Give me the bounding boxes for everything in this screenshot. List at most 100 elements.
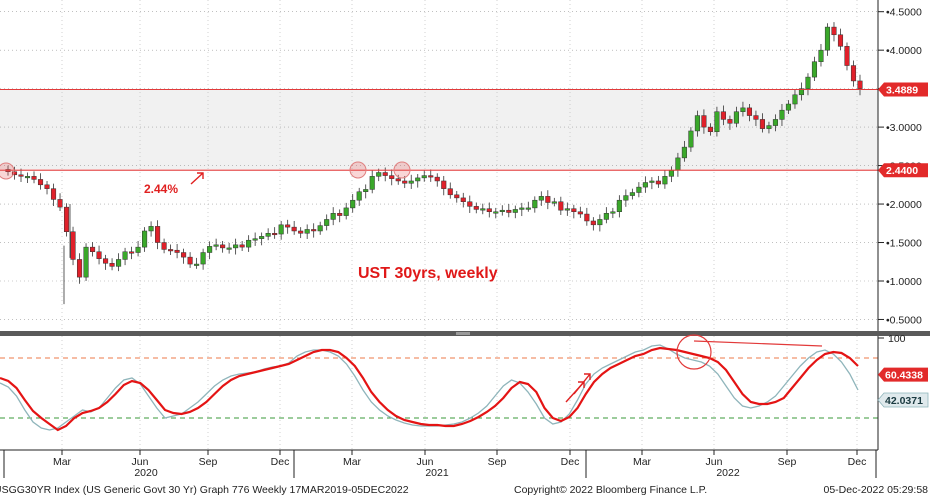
candle-down	[447, 188, 453, 196]
candle-down	[109, 263, 115, 267]
price-tick-label: •1.5000	[886, 238, 922, 250]
candle-up	[415, 177, 421, 182]
candle-down	[720, 111, 726, 120]
candle-down	[428, 175, 434, 178]
candle-up	[278, 224, 284, 235]
candle-up	[818, 49, 824, 62]
candle-up	[649, 180, 655, 183]
price-tick-label: •0.5000	[886, 314, 922, 326]
touch-marker	[393, 161, 411, 179]
price-tag-label: 3.4889	[886, 84, 918, 96]
candle-down	[155, 226, 161, 243]
touch-marker	[349, 161, 367, 179]
price-tag	[878, 82, 928, 97]
oscillator-tag	[877, 392, 929, 408]
candle-down	[434, 176, 440, 182]
month-label: Jun	[706, 456, 723, 468]
candle-down	[187, 256, 193, 265]
month-label: Dec	[271, 456, 290, 468]
candle-up	[603, 213, 609, 220]
candle-down	[402, 180, 408, 184]
candle-up	[376, 172, 382, 177]
candle-up	[772, 119, 779, 126]
divergence-circle	[676, 334, 712, 370]
month-label: Sep	[488, 456, 507, 468]
price-tick-label: •2.0000	[886, 199, 922, 211]
oscillator-tick-label: 100	[888, 333, 906, 345]
footer-right: 05-Dec-2022 05:29:58	[824, 484, 929, 496]
price-tick-label: •4.0000	[886, 45, 922, 57]
candle-down	[460, 197, 466, 202]
candle-up	[324, 219, 330, 226]
candle-down	[272, 233, 278, 236]
candlestick-series	[5, 22, 863, 305]
candle-up	[824, 26, 831, 51]
candle-up	[356, 191, 362, 201]
candle-up	[766, 125, 772, 129]
candle-up	[805, 76, 811, 89]
month-label: Dec	[561, 456, 580, 468]
candle-up	[259, 236, 265, 239]
candle-up	[597, 219, 603, 226]
candle-up	[519, 207, 525, 210]
oscillator-fast-line	[0, 346, 859, 432]
candle-down	[285, 224, 291, 228]
month-label: Jun	[132, 456, 149, 468]
footer-left: USGG30YR Index (US Generic Govt 30 Yr) G…	[0, 484, 409, 496]
candle-down	[311, 229, 317, 232]
candle-down	[837, 34, 844, 47]
year-label: 2020	[134, 467, 158, 479]
candle-down	[395, 178, 401, 182]
price-tag-label: 2.4400	[886, 165, 918, 177]
candle-down	[89, 246, 96, 253]
candle-down	[506, 209, 512, 213]
candle-down	[727, 119, 733, 124]
candle-up	[629, 192, 635, 196]
candle-down	[467, 201, 473, 207]
candle-down	[577, 211, 583, 215]
candle-down	[76, 259, 83, 278]
candle-down	[389, 175, 395, 179]
candle-down	[70, 231, 76, 260]
month-label: Dec	[848, 456, 867, 468]
candle-up	[226, 247, 232, 250]
oscillator-reference-levels	[0, 357, 878, 419]
candle-down	[382, 172, 388, 176]
price-tick-label: •1.0000	[886, 276, 922, 288]
footer-center: Copyright© 2022 Bloomberg Finance L.P.	[514, 484, 707, 496]
oscillator-tags: 60.4338 42.0371	[877, 367, 929, 408]
candle-up	[512, 209, 518, 213]
annotation-label: 2.44%	[144, 182, 178, 196]
panel-resize-handle[interactable]	[456, 332, 470, 335]
candle-up	[798, 88, 805, 96]
candle-down	[103, 258, 109, 264]
oscillator-axis-ticks: 100	[878, 333, 906, 345]
candle-up	[408, 180, 414, 184]
candle-down	[129, 251, 135, 254]
candle-down	[753, 115, 759, 120]
touch-marker	[0, 162, 15, 180]
candle-up	[740, 107, 746, 112]
candle-down	[11, 171, 18, 176]
oscillator-tag-label: 42.0371	[885, 395, 923, 407]
time-axis: Mar Jun Sep Dec Mar Jun Sep Dec Mar Jun Sep Dec 2020…	[3, 450, 877, 479]
candle-up	[551, 201, 557, 204]
oscillator-tag	[878, 367, 928, 382]
month-label: Mar	[633, 456, 652, 468]
candle-down	[707, 126, 713, 132]
candle-down	[486, 208, 492, 212]
candle-up	[24, 176, 31, 179]
candle-down	[181, 252, 187, 258]
candle-down	[31, 176, 37, 180]
candle-up	[668, 169, 674, 177]
price-tick-label: •3.0000	[886, 122, 922, 134]
candle-up	[317, 225, 323, 232]
candle-up	[499, 209, 505, 212]
candle-down	[545, 196, 551, 203]
candle-down	[590, 220, 596, 226]
candle-down	[168, 249, 174, 252]
candle-up	[811, 61, 818, 78]
candle-down	[844, 46, 850, 66]
candle-up	[343, 207, 349, 216]
candle-down	[291, 226, 297, 232]
